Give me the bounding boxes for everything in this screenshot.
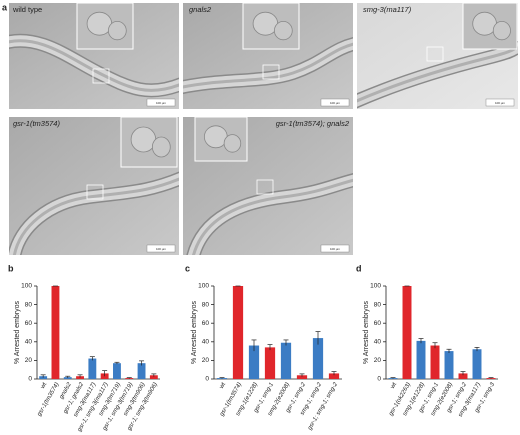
- bar: [444, 351, 454, 379]
- y-tick-label: 100: [198, 283, 209, 290]
- micrograph: smg-3(ma117) 100 µm: [357, 2, 518, 109]
- scale-bar-box: [485, 98, 515, 107]
- y-tick-label: 0: [377, 376, 381, 383]
- worm-gut: [183, 42, 353, 89]
- y-tick-label: 80: [25, 301, 33, 308]
- y-tick-label: 60: [202, 320, 210, 327]
- image-label: wild type: [12, 5, 42, 14]
- micrograph: gsr-1(tm3574) 100 µm: [9, 116, 179, 255]
- y-tick-label: 100: [370, 283, 381, 290]
- x-tick-label: wt: [389, 382, 398, 391]
- zoom-box: [86, 184, 104, 200]
- bar: [232, 286, 244, 379]
- bar: [312, 338, 324, 379]
- panel-letter: d: [356, 263, 362, 273]
- zoom-box: [262, 64, 280, 80]
- y-axis-label: % Arrested embryos: [14, 300, 21, 364]
- y-tick-label: 80: [202, 301, 210, 308]
- y-tick-label: 20: [374, 357, 382, 364]
- inset-cell: [492, 21, 511, 41]
- bar: [88, 358, 97, 379]
- worm-group: [183, 37, 353, 95]
- image-label: gsr-1(tm3574): [13, 119, 60, 128]
- scale-bar-box: [320, 244, 350, 253]
- y-tick-label: 0: [28, 376, 32, 383]
- inset-cell: [223, 134, 242, 153]
- bar: [280, 342, 292, 379]
- y-tick-label: 60: [25, 320, 33, 327]
- image-label: gnals2: [189, 5, 212, 14]
- bar: [137, 363, 146, 379]
- micrograph: gsr-1(tm3574); gnals2 100 µm: [183, 116, 353, 255]
- bar: [402, 286, 412, 379]
- micrograph: wild type 100 µm: [9, 2, 179, 109]
- bar: [264, 347, 276, 379]
- inset-cell: [107, 21, 127, 41]
- zoom-box: [256, 179, 274, 195]
- bar: [416, 340, 426, 379]
- panel-letter: a: [2, 2, 8, 12]
- bar: [472, 349, 482, 379]
- y-tick-label: 40: [374, 339, 382, 346]
- inset-cell: [273, 21, 293, 41]
- scale-bar-box: [146, 98, 176, 107]
- y-axis-label: % Arrested embryos: [363, 300, 370, 364]
- y-tick-label: 40: [25, 339, 33, 346]
- x-tick-label: gsr-1; smg-1; smg-2: [307, 381, 339, 431]
- worm-group: [9, 171, 179, 255]
- y-tick-label: 20: [25, 357, 33, 364]
- worm-group: [9, 33, 179, 98]
- bar: [149, 375, 158, 379]
- x-tick-label: wt: [40, 382, 49, 391]
- scale-bar-label: 100 µm: [156, 101, 167, 105]
- worm-gut: [192, 178, 353, 255]
- bar: [113, 363, 121, 379]
- bar: [430, 345, 440, 379]
- y-tick-label: 20: [202, 357, 210, 364]
- zoom-box: [426, 46, 444, 62]
- worm-gut: [9, 39, 179, 92]
- scale-bar-label: 100 µm: [495, 101, 506, 105]
- worm-gut: [12, 177, 179, 255]
- bar: [458, 373, 468, 379]
- y-axis-label: % Arrested embryos: [191, 300, 198, 364]
- scale-bar-label: 100 µm: [330, 247, 341, 251]
- scale-bar-box: [320, 98, 350, 107]
- bar: [51, 286, 60, 379]
- y-tick-label: 60: [374, 320, 382, 327]
- micrograph: gnals2 100 µm: [183, 2, 353, 109]
- bar: [248, 345, 260, 379]
- y-tick-label: 80: [374, 301, 382, 308]
- inset-cell: [151, 136, 171, 158]
- worm-group: [186, 173, 353, 255]
- scale-bar-label: 100 µm: [330, 101, 341, 105]
- panel-letter: b: [8, 263, 14, 273]
- bar: [296, 375, 308, 379]
- x-tick-label: wt: [218, 382, 227, 391]
- y-tick-label: 40: [202, 339, 210, 346]
- bar: [100, 373, 109, 379]
- scale-bar-box: [146, 244, 176, 253]
- panel-letter: c: [185, 263, 190, 273]
- y-tick-label: 0: [205, 376, 209, 383]
- scale-bar-label: 100 µm: [156, 247, 167, 251]
- y-tick-label: 100: [21, 283, 32, 290]
- image-label: gsr-1(tm3574); gnals2: [276, 119, 350, 128]
- zoom-box: [92, 68, 110, 84]
- bar: [328, 373, 340, 379]
- image-label: smg-3(ma117): [363, 5, 412, 14]
